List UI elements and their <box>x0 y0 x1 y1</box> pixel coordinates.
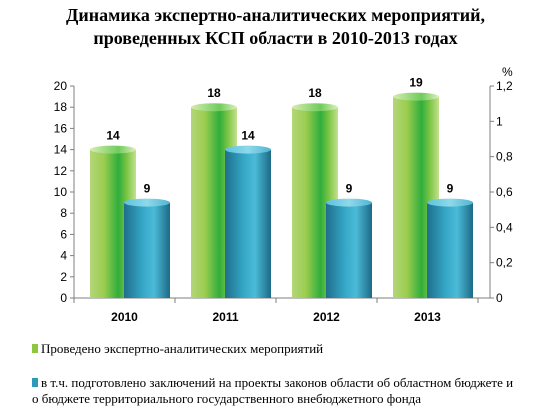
data-label-conducted: 18 <box>207 86 221 100</box>
y-tick-label-left: 16 <box>54 121 68 135</box>
data-label-conducted: 18 <box>308 86 322 100</box>
bar-conclusions <box>225 149 271 298</box>
y2-axis-label: % <box>502 65 513 79</box>
plot-area: 0 2 4 6 8 10 12 14 16 18 20 0 0,2 0,4 0,6 0,8 1 1,2% 14 9 20… <box>54 65 513 324</box>
y-tick-label-right: 0 <box>496 291 503 305</box>
legend-item-2: в т.ч. подготовлено заключений на проект… <box>32 375 547 407</box>
data-label-conducted: 14 <box>106 129 120 143</box>
data-label-conclusions: 14 <box>241 129 255 143</box>
y-tick-label-left: 18 <box>54 100 68 114</box>
y-tick-label-left: 20 <box>54 79 68 93</box>
bar-top-conducted <box>90 145 136 154</box>
y-tick-label-right: 0,8 <box>496 150 513 164</box>
x-tick-label: 2012 <box>313 310 340 324</box>
bar-top-conducted <box>393 92 439 101</box>
chart-title-line-2: проведенных КСП области в 2010-2013 года… <box>93 28 458 48</box>
y-tick-label-left: 14 <box>54 143 68 157</box>
y-tick-label-right: 0,4 <box>496 220 513 234</box>
x-tick-label: 2011 <box>212 310 238 324</box>
y-tick-label-left: 0 <box>60 291 67 305</box>
chart-title-line-1: Динамика экспертно-аналитических меропри… <box>65 5 486 25</box>
data-label-conclusions: 9 <box>346 182 353 196</box>
data-label-conclusions: 9 <box>447 182 454 196</box>
legend-marker-blue <box>32 378 38 387</box>
x-tick-label: 2013 <box>414 310 441 324</box>
y-tick-label-right: 0,6 <box>496 185 513 199</box>
legend-label-2-line-1: в т.ч. подготовлено заключений на проект… <box>41 375 514 390</box>
bar-top-conducted <box>191 103 237 112</box>
y-tick-label-right: 0,2 <box>496 256 513 270</box>
legend-label-1: Проведено экспертно-аналитических меропр… <box>41 341 324 356</box>
y-tick-label-left: 6 <box>60 227 67 241</box>
y-tick-label-left: 10 <box>54 185 68 199</box>
bar-conclusions <box>124 202 170 298</box>
y-tick-label-left: 4 <box>60 249 67 263</box>
y-tick-label-left: 12 <box>54 164 68 178</box>
legend-marker-green <box>32 344 38 353</box>
y-tick-label-right: 1 <box>496 114 503 128</box>
bar-top-conclusions <box>124 198 170 207</box>
bar-conclusions <box>326 202 372 298</box>
y-tick-label-left: 2 <box>60 270 67 284</box>
y-tick-label-left: 8 <box>60 206 67 220</box>
x-tick-label: 2010 <box>111 310 138 324</box>
chart-title: Динамика экспертно-аналитических меропри… <box>0 4 551 50</box>
data-label-conclusions: 9 <box>144 182 151 196</box>
data-label-conducted: 19 <box>409 76 423 90</box>
y-tick-label-right: 1,2 <box>496 79 513 93</box>
legend-label-2-line-2: о бюджете территориального государственн… <box>32 391 422 406</box>
bar-top-conclusions <box>225 145 271 154</box>
legend-item-1: Проведено экспертно-аналитических меропр… <box>32 341 547 357</box>
bar-conclusions <box>427 202 473 298</box>
bar-top-conducted <box>292 103 338 112</box>
bar-top-conclusions <box>427 198 473 207</box>
bar-top-conclusions <box>326 198 372 207</box>
